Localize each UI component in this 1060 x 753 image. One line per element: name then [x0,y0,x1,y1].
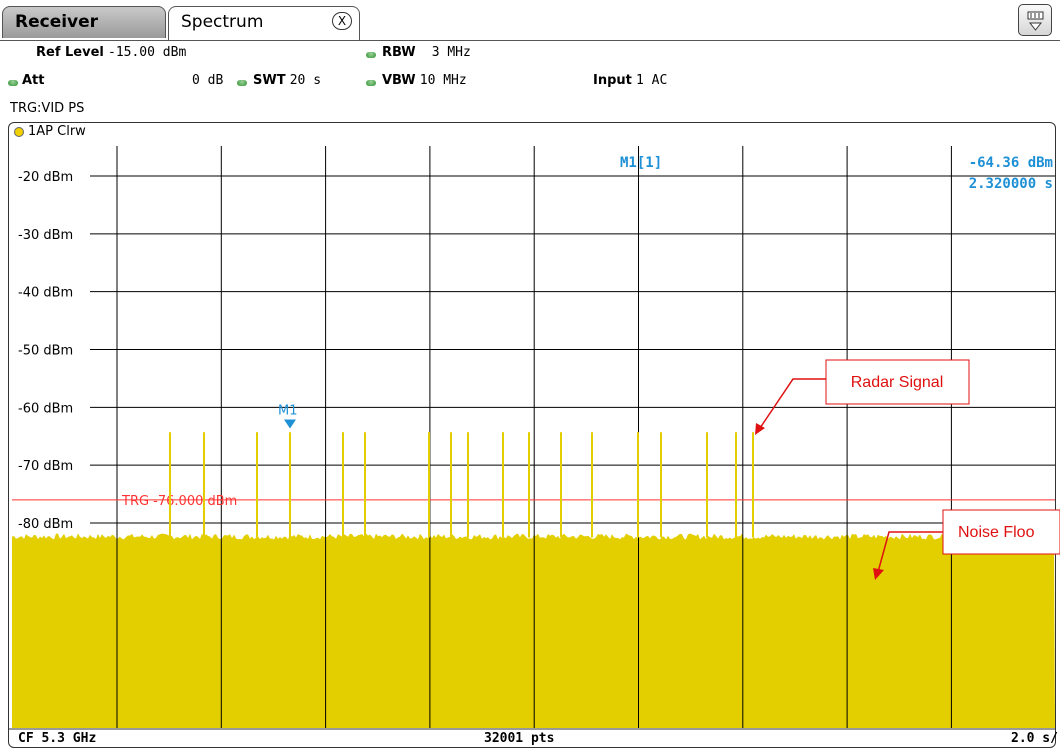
y-tick-label: -40 dBm [18,286,73,301]
marker-m1-icon [284,419,296,429]
noise-annotation-arrow [877,531,943,573]
trace-indicator-icon [14,127,24,137]
radar-annotation-text: Radar Signal [851,374,944,391]
tab-spectrum[interactable]: Spectrum [168,6,360,40]
marker-readout-label: M1[1] [620,155,662,171]
y-tick-label: -20 dBm [18,170,73,185]
header-divider [0,40,1060,41]
att-info: Att [22,73,45,88]
radar-arrow-head-icon [755,423,765,435]
trigger-info: TRG:VID PS [10,101,85,116]
swt-label: SWT [253,73,286,88]
y-tick-label: -60 dBm [18,401,73,416]
noise-annotation-text: Noise Floo [958,524,1035,541]
display-config-icon [1027,11,1044,31]
trace-label: 1AP Clrw [28,124,86,139]
att-label: Att [22,73,45,88]
radar-annotation-arrow [759,378,826,429]
spectrum-diagram-pane[interactable] [8,122,1056,748]
swt-info: SWT 20 s [253,73,321,88]
noise-floor-trace [12,533,1055,728]
rbw-info: RBW 3 MHz [382,45,471,60]
y-tick-label: -80 dBm [18,517,73,532]
att-value: 0 dB [192,73,224,88]
marker-readout-level: -64.36 dBm [969,155,1053,171]
vbw-status-led [366,80,376,86]
att-status-led [8,80,18,86]
vbw-info: VBW 10 MHz [382,73,467,88]
y-tick-label: -50 dBm [18,344,73,359]
display-config-button[interactable] [1018,4,1052,36]
swt-status-led [237,80,247,86]
sweep-points: 32001 pts [484,731,555,746]
rbw-label: RBW [382,45,416,60]
tab-bar: Receiver Spectrum X [0,0,1060,40]
marker-readout-time: 2.320000 s [969,176,1053,192]
radar-annotation-box [825,359,970,405]
y-tick-label: -70 dBm [18,459,73,474]
vbw-label: VBW [382,73,416,88]
ref-level-label: Ref Level [36,45,104,60]
ref-level-info: Ref Level -15.00 dBm [36,45,186,60]
input-value: 1 AC [636,73,668,88]
marker-m1-label: M1 [278,404,298,419]
time-per-division: 2.0 s/ [1011,731,1058,746]
y-tick-label: -30 dBm [18,228,73,243]
trigger-line-label: TRG -76.000 dBm [121,494,237,509]
center-frequency: CF 5.3 GHz [18,731,97,746]
ref-level-value: -15.00 dBm [108,45,187,60]
vbw-value: 10 MHz [419,73,467,88]
tab-receiver[interactable]: Receiver [2,6,166,38]
input-info: Input 1 AC [593,73,667,88]
noise-arrow-head-icon [873,568,884,580]
rbw-value: 3 MHz [431,45,471,60]
noise-annotation-box [942,509,1060,555]
input-label: Input [593,73,632,88]
swt-value: 20 s [289,73,322,88]
rbw-status-led [366,52,376,58]
close-tab-button[interactable]: X [332,12,352,30]
